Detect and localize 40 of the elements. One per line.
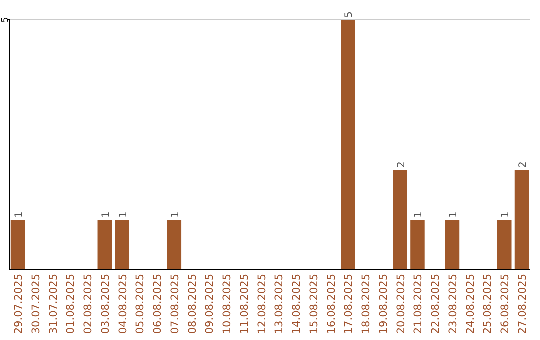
x-tick-label: 04.08.2025 bbox=[117, 274, 130, 334]
x-tick-label: 27.08.2025 bbox=[517, 274, 530, 334]
x-tick-label: 26.08.2025 bbox=[500, 274, 512, 334]
data-label: 5 bbox=[344, 12, 356, 18]
x-tick-label: 30.07.2025 bbox=[30, 274, 42, 334]
data-label: 1 bbox=[100, 212, 112, 218]
x-tick-label: 24.08.2025 bbox=[464, 274, 477, 334]
x-tick-label: 13.08.2025 bbox=[274, 274, 286, 334]
x-tick-label: 20.08.2025 bbox=[395, 274, 408, 334]
x-tick-label: 31.07.2025 bbox=[48, 274, 60, 334]
data-label: 1 bbox=[414, 212, 425, 218]
x-tick-label: 19.08.2025 bbox=[378, 274, 390, 334]
x-tick-label: 17.08.2025 bbox=[343, 274, 356, 334]
x-tick-label: 09.08.2025 bbox=[204, 274, 216, 334]
data-label: 2 bbox=[518, 162, 530, 168]
x-tick-label: 08.08.2025 bbox=[186, 274, 199, 334]
x-tick-label: 05.08.2025 bbox=[134, 274, 147, 334]
data-label: 1 bbox=[118, 212, 130, 218]
x-tick-label: 25.08.2025 bbox=[482, 274, 494, 334]
x-tick-label: 21.08.2025 bbox=[412, 274, 425, 334]
data-label: 1 bbox=[500, 212, 512, 218]
x-tick-label: 11.08.2025 bbox=[238, 274, 251, 334]
data-label: 2 bbox=[396, 162, 408, 168]
x-tick-label: 03.08.2025 bbox=[100, 274, 112, 334]
x-tick-label: 15.08.2025 bbox=[308, 274, 320, 334]
x-tick-label: 12.08.2025 bbox=[256, 274, 268, 334]
x-tick-label: 22.08.2025 bbox=[430, 274, 442, 334]
x-tick-label: 01.08.2025 bbox=[65, 274, 78, 334]
x-tick-label: 10.08.2025 bbox=[222, 274, 234, 334]
x-tick-label: 02.08.2025 bbox=[82, 274, 95, 334]
x-tick-label: 23.08.2025 bbox=[447, 274, 460, 334]
x-tick-label: 29.07.2025 bbox=[12, 274, 25, 334]
x-tick-label: 06.08.2025 bbox=[152, 274, 164, 334]
x-tick-label: 07.08.2025 bbox=[169, 274, 182, 334]
data-label: 1 bbox=[14, 212, 25, 218]
x-tick-label: 16.08.2025 bbox=[326, 274, 338, 334]
data-label: 1 bbox=[170, 212, 182, 218]
data-label: 1 bbox=[448, 212, 460, 218]
x-tick-label: 14.08.2025 bbox=[291, 274, 304, 334]
x-tick-label: 18.08.2025 bbox=[360, 274, 373, 334]
